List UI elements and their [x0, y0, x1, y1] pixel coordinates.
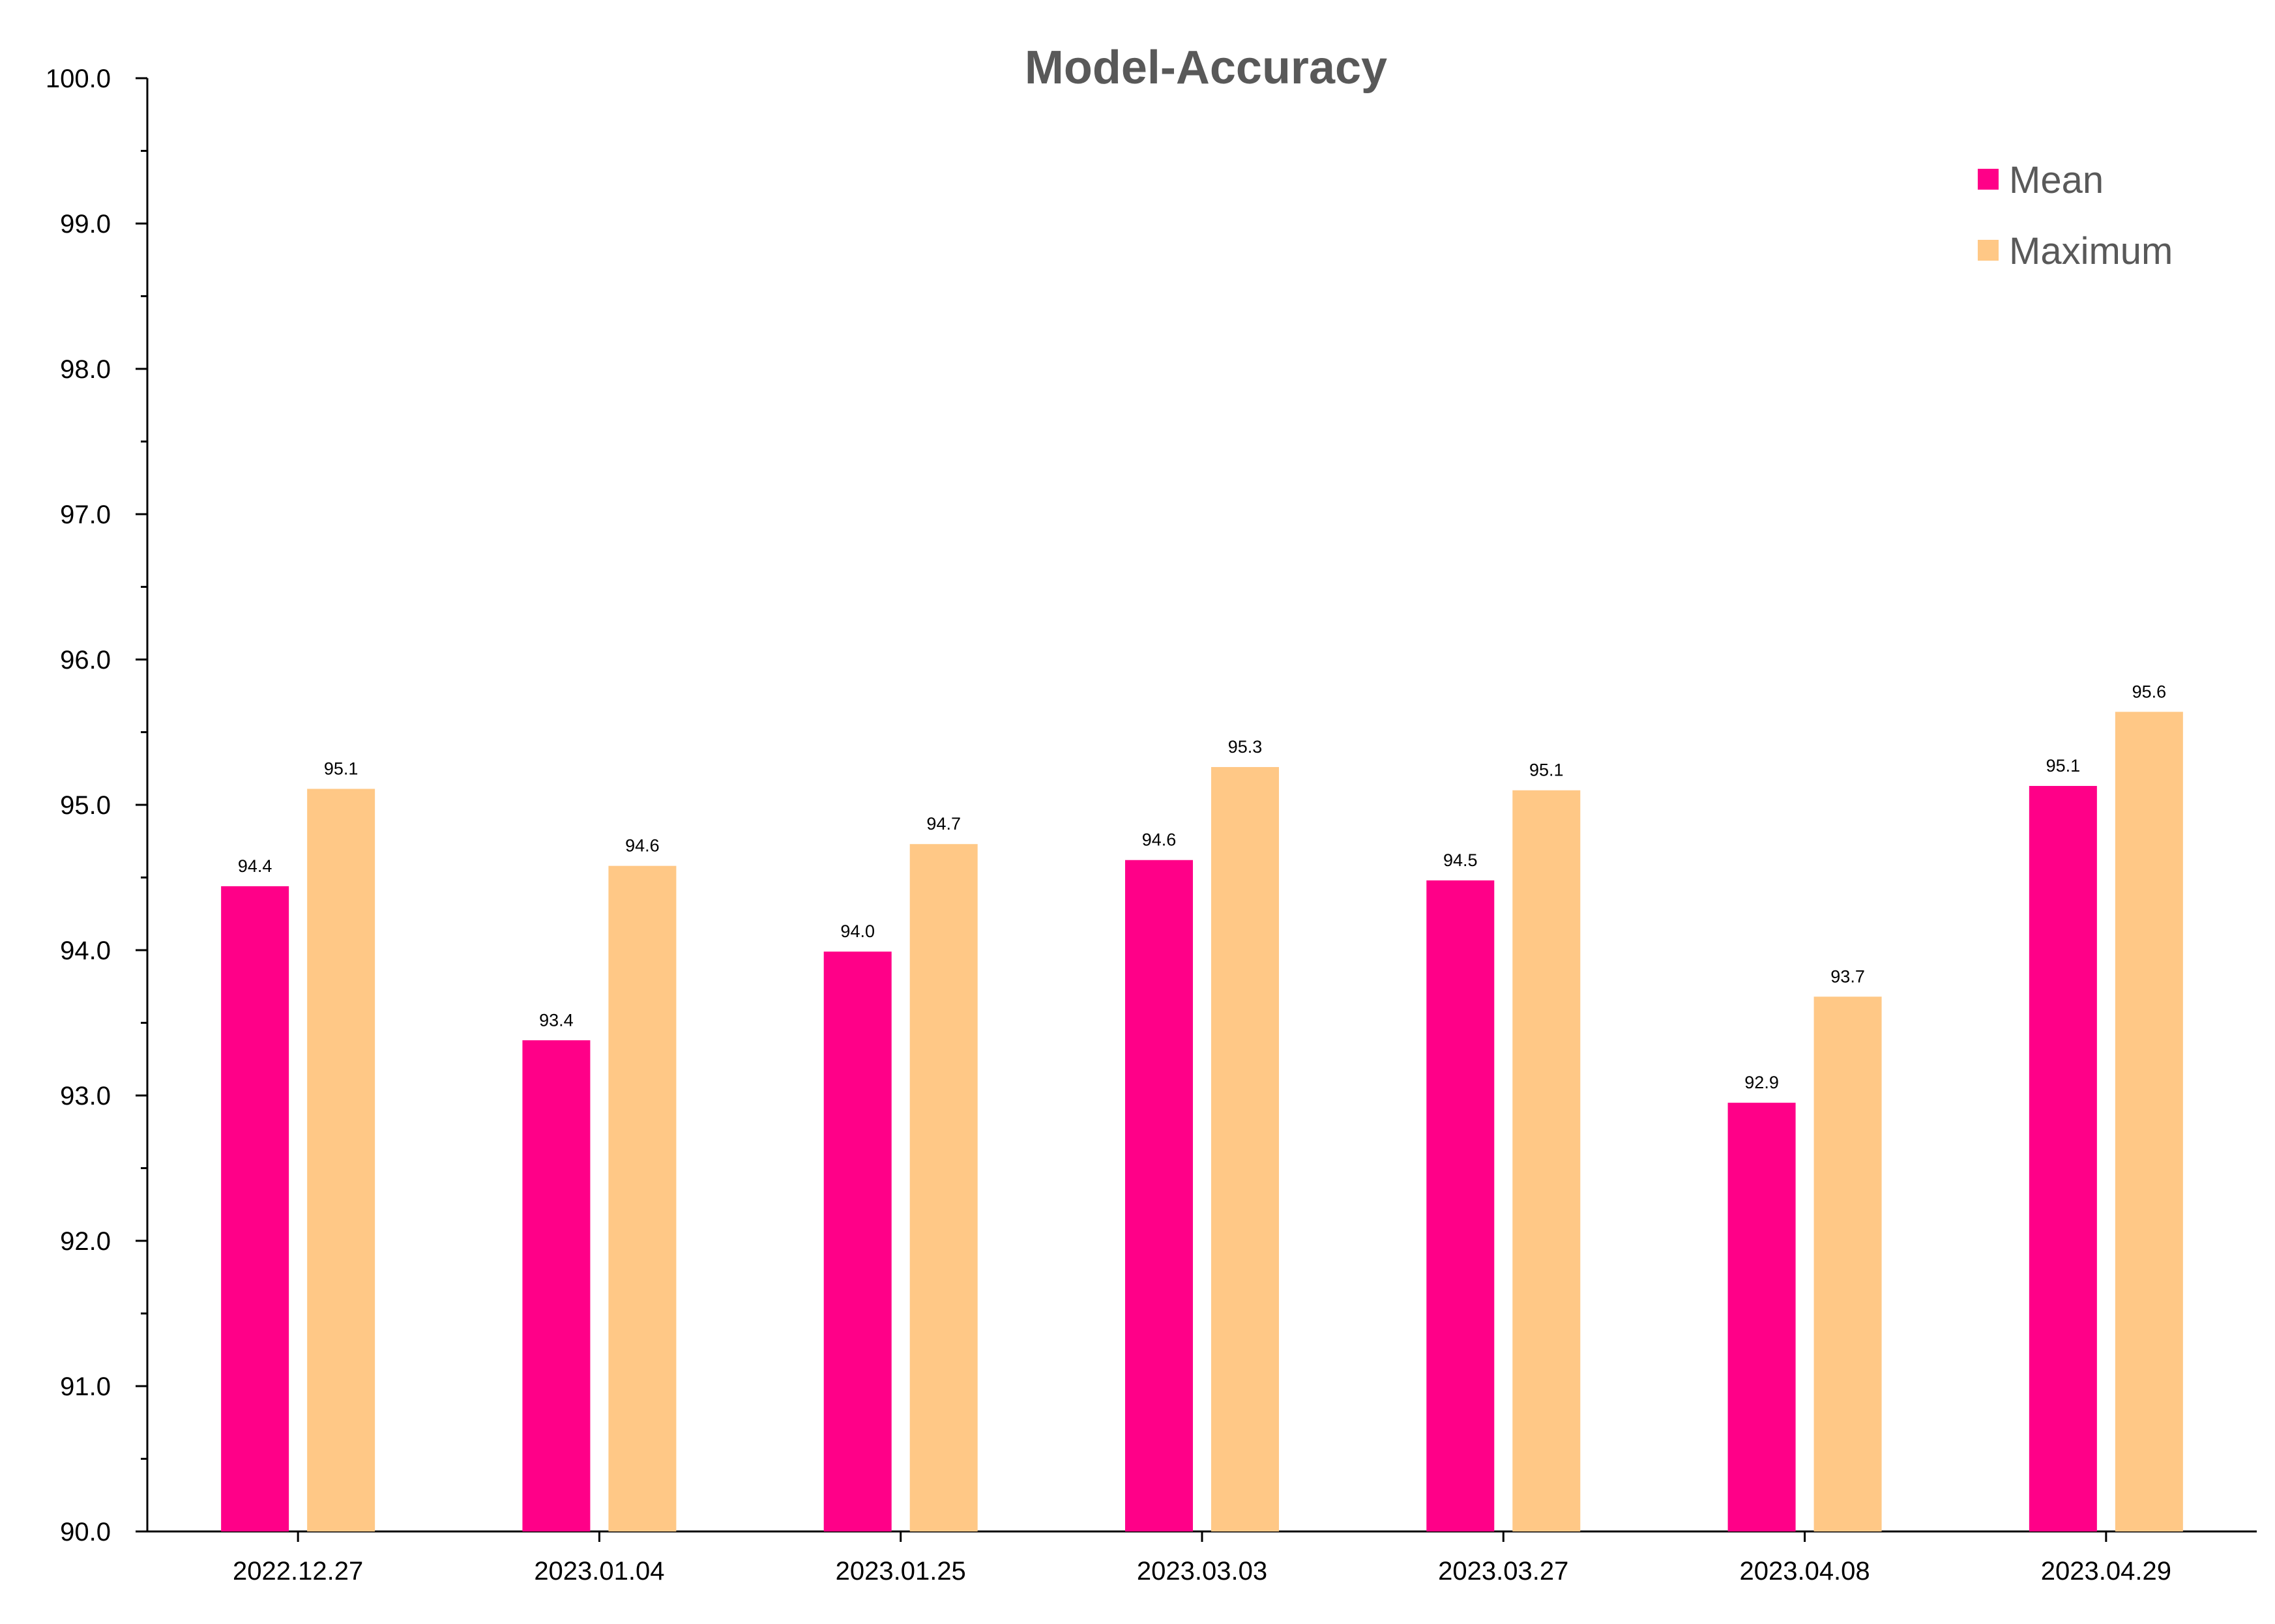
y-tick-label: 94.0 [60, 936, 111, 965]
bar-maximum-4 [1512, 790, 1581, 1531]
data-labels: 94.4 93.4 94.0 94.6 94.5 92.9 95.1 95.1 94.6 94.7… [238, 682, 2166, 1092]
bar-mean-0 [221, 886, 289, 1531]
x-tick-label: 2023.04.08 [1739, 1557, 1870, 1586]
data-label-maximum-0: 95.1 [324, 759, 359, 778]
data-label-mean-2: 94.0 [840, 921, 875, 941]
axes: 90.0 91.0 92.0 93.0 94.0 95.0 96.0 97.0 98.0 99.0… [46, 65, 2257, 1586]
y-tick-label: 99.0 [60, 210, 111, 239]
x-tick-label: 2023.01.04 [534, 1557, 664, 1586]
data-label-mean-5: 92.9 [1744, 1073, 1779, 1092]
data-label-mean-4: 94.5 [1443, 850, 1478, 870]
y-tick-label: 100.0 [46, 65, 111, 93]
y-tick-label: 97.0 [60, 500, 111, 529]
legend-swatch-maximum [1978, 240, 1999, 261]
bar-mean-4 [1426, 880, 1495, 1531]
data-label-maximum-2: 94.7 [926, 814, 961, 834]
data-label-maximum-5: 93.7 [1830, 966, 1865, 986]
y-tick-label: 95.0 [60, 791, 111, 820]
data-label-mean-1: 93.4 [539, 1010, 574, 1030]
y-tick-label: 98.0 [60, 355, 111, 384]
bar-maximum-6 [2115, 712, 2183, 1531]
data-label-maximum-4: 95.1 [1529, 761, 1564, 780]
legend: Mean Maximum [1978, 159, 2173, 272]
bar-mean-3 [1125, 860, 1193, 1531]
y-tick-label: 92.0 [60, 1227, 111, 1256]
y-tick-label: 91.0 [60, 1372, 111, 1401]
x-tick-label: 2023.03.27 [1438, 1557, 1568, 1586]
bar-maximum-1 [608, 865, 677, 1531]
legend-label-maximum: Maximum [2009, 230, 2173, 272]
bar-mean-1 [522, 1040, 591, 1531]
x-tick-label: 2023.01.25 [836, 1557, 966, 1586]
data-label-maximum-1: 94.6 [625, 836, 660, 856]
data-label-mean-0: 94.4 [238, 856, 272, 876]
data-label-maximum-6: 95.6 [2132, 682, 2167, 701]
bar-maximum-5 [1813, 996, 1882, 1531]
y-tick-label: 90.0 [60, 1518, 111, 1546]
bar-mean-5 [1727, 1103, 1796, 1531]
bar-mean-2 [823, 951, 892, 1531]
legend-swatch-mean [1978, 169, 1999, 190]
bars [221, 712, 2183, 1531]
bar-maximum-2 [909, 844, 978, 1531]
data-label-mean-6: 95.1 [2046, 756, 2081, 776]
data-label-maximum-3: 95.3 [1228, 737, 1263, 757]
x-tick-label: 2023.04.29 [2041, 1557, 2171, 1586]
x-tick-label: 2023.03.03 [1137, 1557, 1267, 1586]
legend-label-mean: Mean [2009, 159, 2104, 201]
chart-title: Model-Accuracy [1025, 42, 1387, 94]
data-label-mean-3: 94.6 [1142, 830, 1177, 850]
bar-maximum-0 [307, 789, 375, 1531]
x-tick-label: 2022.12.27 [233, 1557, 363, 1586]
y-tick-label: 96.0 [60, 646, 111, 674]
y-tick-label: 93.0 [60, 1082, 111, 1110]
bar-mean-6 [2029, 786, 2097, 1531]
bar-maximum-3 [1211, 767, 1279, 1531]
